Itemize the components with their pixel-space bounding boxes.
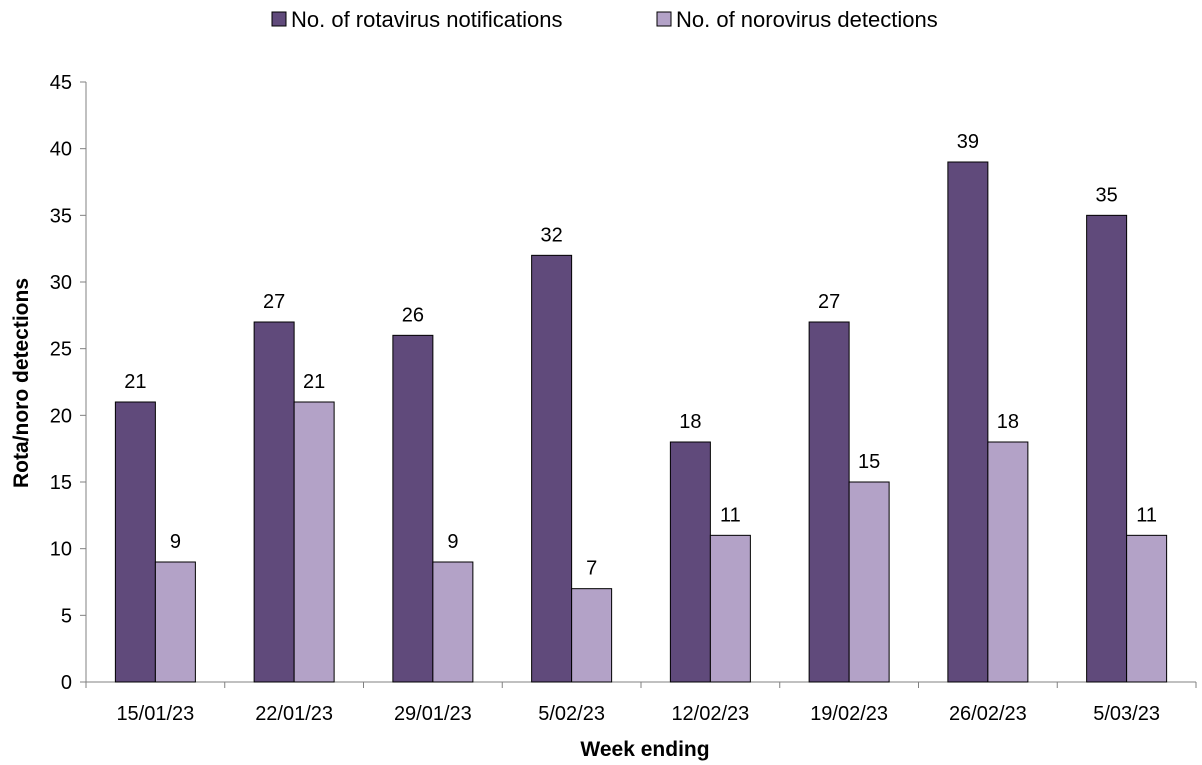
x-tick-label: 19/02/23	[810, 703, 888, 725]
x-tick-label: 15/01/23	[116, 703, 194, 725]
bar	[1086, 214, 1128, 683]
bar-value-label: 27	[263, 291, 285, 313]
bar	[1126, 534, 1168, 683]
bar	[987, 441, 1029, 683]
bar-value-label: 35	[1096, 184, 1118, 206]
legend-swatch	[656, 11, 672, 27]
bar	[531, 254, 573, 683]
bar	[848, 481, 890, 683]
y-tick-label: 10	[50, 539, 72, 561]
bar	[253, 321, 295, 683]
bar-value-label: 32	[541, 224, 563, 246]
bar-value-label: 11	[720, 504, 741, 526]
legend-label: No. of rotavirus notifications	[291, 7, 562, 32]
bar-value-label: 9	[447, 531, 458, 553]
x-tick-label: 5/03/23	[1093, 703, 1160, 725]
bar	[432, 561, 474, 683]
y-tick-label: 25	[50, 339, 72, 361]
bar-value-label: 15	[858, 451, 880, 473]
y-tick-label: 40	[50, 139, 72, 161]
x-tick-label: 12/02/23	[671, 703, 749, 725]
y-tick-label: 20	[50, 405, 72, 427]
bar-value-label: 9	[170, 531, 181, 553]
y-tick-label: 0	[61, 672, 72, 694]
x-tick-label: 26/02/23	[949, 703, 1027, 725]
bar	[571, 588, 613, 683]
bars	[114, 161, 1168, 683]
y-axis: 0 5 10 15 20 25 30 35 40 45	[50, 72, 87, 694]
y-axis-title: Rota/noro detections	[10, 278, 33, 488]
bar	[808, 321, 850, 683]
x-tick-label: 22/01/23	[255, 703, 333, 725]
bar-labels: 21 9 27 21 26 9 32 7 18 11 27 15 39 18 35 11	[124, 131, 1157, 580]
bar-value-label: 18	[997, 411, 1019, 433]
y-tick-label: 15	[50, 472, 72, 494]
bar	[293, 401, 335, 683]
legend-label: No. of norovirus detections	[676, 7, 938, 32]
legend-swatch	[271, 11, 287, 27]
bar-value-label: 7	[586, 558, 597, 580]
y-tick-label: 45	[50, 72, 72, 94]
x-axis-title: Week ending	[580, 738, 709, 761]
y-tick-label: 30	[50, 272, 72, 294]
bar-value-label: 21	[124, 371, 146, 393]
bar-value-label: 39	[957, 131, 979, 153]
bar	[669, 441, 711, 683]
bar	[947, 161, 989, 683]
bar	[709, 534, 751, 683]
bar-value-label: 26	[402, 304, 424, 326]
bar	[114, 401, 156, 683]
bar-value-label: 18	[679, 411, 701, 433]
y-tick-label: 5	[61, 605, 72, 627]
bar-value-label: 27	[818, 291, 840, 313]
x-axis: 15/01/23 22/01/23 29/01/23 5/02/23 12/02/23 1…	[85, 681, 1197, 725]
bar-value-label: 21	[303, 371, 325, 393]
bar-value-label: 11	[1136, 504, 1157, 526]
x-tick-label: 5/02/23	[538, 703, 605, 725]
bar	[154, 561, 196, 683]
legend: No. of rotavirus notifications No. of nor…	[271, 7, 938, 32]
bar	[392, 334, 434, 683]
x-tick-label: 29/01/23	[394, 703, 472, 725]
y-tick-label: 35	[50, 205, 72, 227]
